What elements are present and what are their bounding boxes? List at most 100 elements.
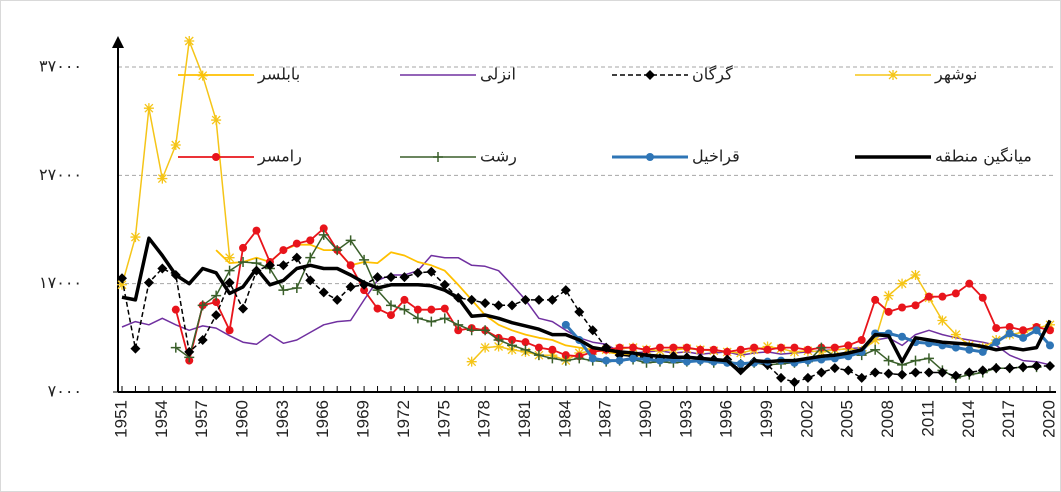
marker — [440, 304, 449, 313]
legend-label: انزلی — [480, 65, 516, 85]
marker — [373, 304, 382, 313]
marker — [278, 285, 289, 296]
marker — [911, 301, 920, 310]
marker — [533, 350, 544, 361]
marker — [400, 295, 409, 304]
marker — [574, 306, 585, 317]
legend-label: قراخیل — [692, 147, 740, 167]
y-axis-arrow — [112, 36, 124, 48]
marker — [252, 226, 261, 235]
marker — [629, 343, 638, 352]
marker — [629, 354, 638, 363]
marker — [937, 315, 948, 326]
marker — [157, 173, 168, 184]
marker — [493, 300, 504, 311]
marker — [977, 365, 988, 376]
marker — [386, 311, 395, 320]
marker — [318, 229, 329, 240]
marker — [520, 344, 531, 355]
marker — [130, 343, 141, 354]
marker — [306, 236, 315, 245]
marker — [646, 153, 654, 161]
marker — [399, 272, 410, 283]
marker — [211, 115, 222, 126]
marker — [360, 286, 369, 295]
marker — [466, 325, 477, 336]
marker — [978, 347, 987, 356]
marker — [319, 224, 328, 233]
y-tick-label: ۲۷۰۰۰ — [39, 165, 82, 184]
x-tick-label: 2002 — [797, 400, 816, 438]
marker — [951, 289, 960, 298]
x-tick-label: 1978 — [475, 400, 494, 438]
marker — [1019, 326, 1028, 335]
x-tick-label: 2008 — [878, 400, 897, 438]
marker — [1031, 361, 1042, 371]
marker — [433, 152, 443, 162]
marker — [346, 261, 355, 270]
marker — [1045, 319, 1055, 330]
marker — [750, 343, 759, 352]
marker — [238, 303, 249, 314]
x-tick-label: 1969 — [354, 400, 373, 438]
marker — [816, 342, 827, 353]
marker — [615, 343, 624, 352]
x-tick-label: 1990 — [636, 400, 655, 438]
marker — [587, 325, 598, 336]
marker — [1005, 323, 1014, 331]
marker — [143, 103, 154, 114]
marker — [789, 346, 800, 357]
marker — [870, 367, 881, 378]
marker — [588, 354, 597, 363]
marker — [520, 294, 531, 305]
x-tick-label: 2014 — [959, 400, 978, 438]
marker — [923, 367, 934, 378]
marker — [211, 290, 222, 301]
marker — [561, 351, 570, 360]
marker — [184, 346, 195, 357]
marker — [938, 292, 947, 301]
marker — [547, 353, 558, 364]
marker — [466, 294, 477, 305]
marker — [345, 235, 356, 246]
x-tick-label: 1966 — [313, 400, 332, 438]
marker — [910, 270, 921, 280]
marker — [655, 343, 664, 352]
legend-label: رشت — [480, 147, 517, 167]
legend-label: رامسر — [257, 147, 302, 167]
x-tick-label: 1954 — [152, 400, 171, 438]
marker — [682, 343, 691, 352]
marker — [602, 356, 611, 365]
marker — [547, 294, 558, 305]
marker — [736, 359, 745, 368]
marker — [466, 356, 477, 367]
marker — [117, 279, 127, 290]
marker — [992, 338, 1001, 347]
marker — [412, 267, 423, 278]
series-line — [121, 236, 1052, 375]
y-tick-label: ۷۰۰۰ — [48, 382, 82, 401]
series-line — [121, 256, 1050, 384]
y-tick-label: ۳۷۰۰۰ — [39, 57, 82, 76]
marker — [883, 355, 894, 366]
marker — [1004, 363, 1015, 374]
marker — [574, 353, 585, 364]
marker — [224, 277, 235, 288]
marker — [723, 347, 732, 356]
marker — [454, 326, 463, 335]
marker — [964, 367, 975, 378]
marker — [991, 363, 1002, 374]
marker — [910, 355, 921, 366]
marker — [305, 275, 316, 286]
marker — [385, 272, 396, 283]
marker — [508, 336, 517, 344]
marker — [803, 345, 812, 354]
marker — [493, 341, 504, 352]
marker — [763, 345, 772, 354]
x-tick-label: 2011 — [918, 400, 937, 437]
marker — [332, 245, 343, 256]
marker — [507, 300, 518, 311]
marker — [157, 263, 168, 274]
legend-label: بابلسر — [257, 65, 300, 85]
marker — [965, 345, 974, 354]
